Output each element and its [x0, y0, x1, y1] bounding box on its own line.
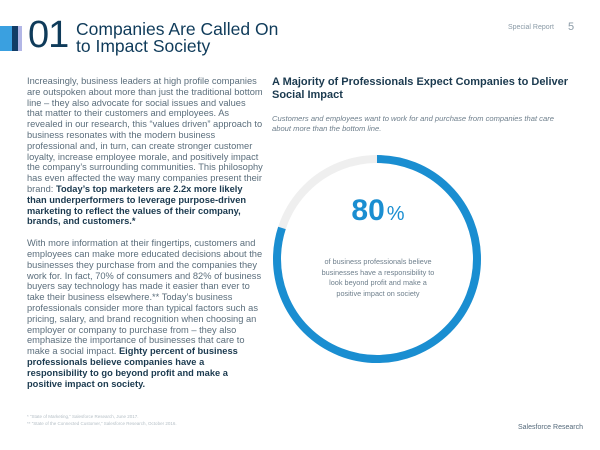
section-number: 01 — [28, 14, 69, 56]
stat-header: A Majority of Professionals Expect Compa… — [272, 76, 572, 134]
report-label: Special Report — [508, 24, 554, 31]
paragraph-2-text: With more information at their fingertip… — [27, 238, 263, 357]
stat-value: 80 — [351, 194, 385, 227]
stat-heading: A Majority of Professionals Expect Compa… — [272, 76, 569, 101]
paragraph-1-highlight: Today’s top marketers are 2.2x more like… — [27, 183, 247, 227]
stat-figure: 80 % — [318, 194, 438, 228]
stat-caption: of business professionals believe busine… — [321, 257, 435, 298]
donut-value-arc — [273, 155, 481, 363]
color-bar — [18, 26, 22, 51]
page-title: Companies Are Called On to Impact Society — [76, 19, 279, 56]
stat-subheading: Customers and employees want to work for… — [272, 114, 554, 133]
body-column: Increasingly, business leaders at high p… — [27, 76, 263, 427]
color-bar — [12, 26, 18, 51]
footnotes: * “State of Marketing,” Salesforce Resea… — [27, 413, 263, 427]
title-line-2: to Impact Society — [76, 36, 211, 56]
paragraph-2: With more information at their fingertip… — [27, 238, 263, 389]
color-bar — [0, 26, 12, 51]
donut-chart — [273, 155, 481, 363]
paragraph-2-highlight: Eighty percent of business professionals… — [27, 346, 238, 389]
paragraph-1-text: Increasingly, business leaders at high p… — [27, 76, 263, 194]
page-number: 5 — [568, 21, 575, 33]
paragraph-1: Increasingly, business leaders at high p… — [27, 76, 263, 227]
footnote-2: ** “State of the Connected Customer,” Sa… — [27, 421, 177, 427]
stat-unit: % — [386, 203, 405, 225]
footer-brand: Salesforce Research — [518, 424, 583, 431]
footnote-1: * “State of Marketing,” Salesforce Resea… — [27, 414, 139, 420]
section-color-bars — [0, 26, 22, 51]
title-line-1: Companies Are Called On — [76, 19, 279, 39]
